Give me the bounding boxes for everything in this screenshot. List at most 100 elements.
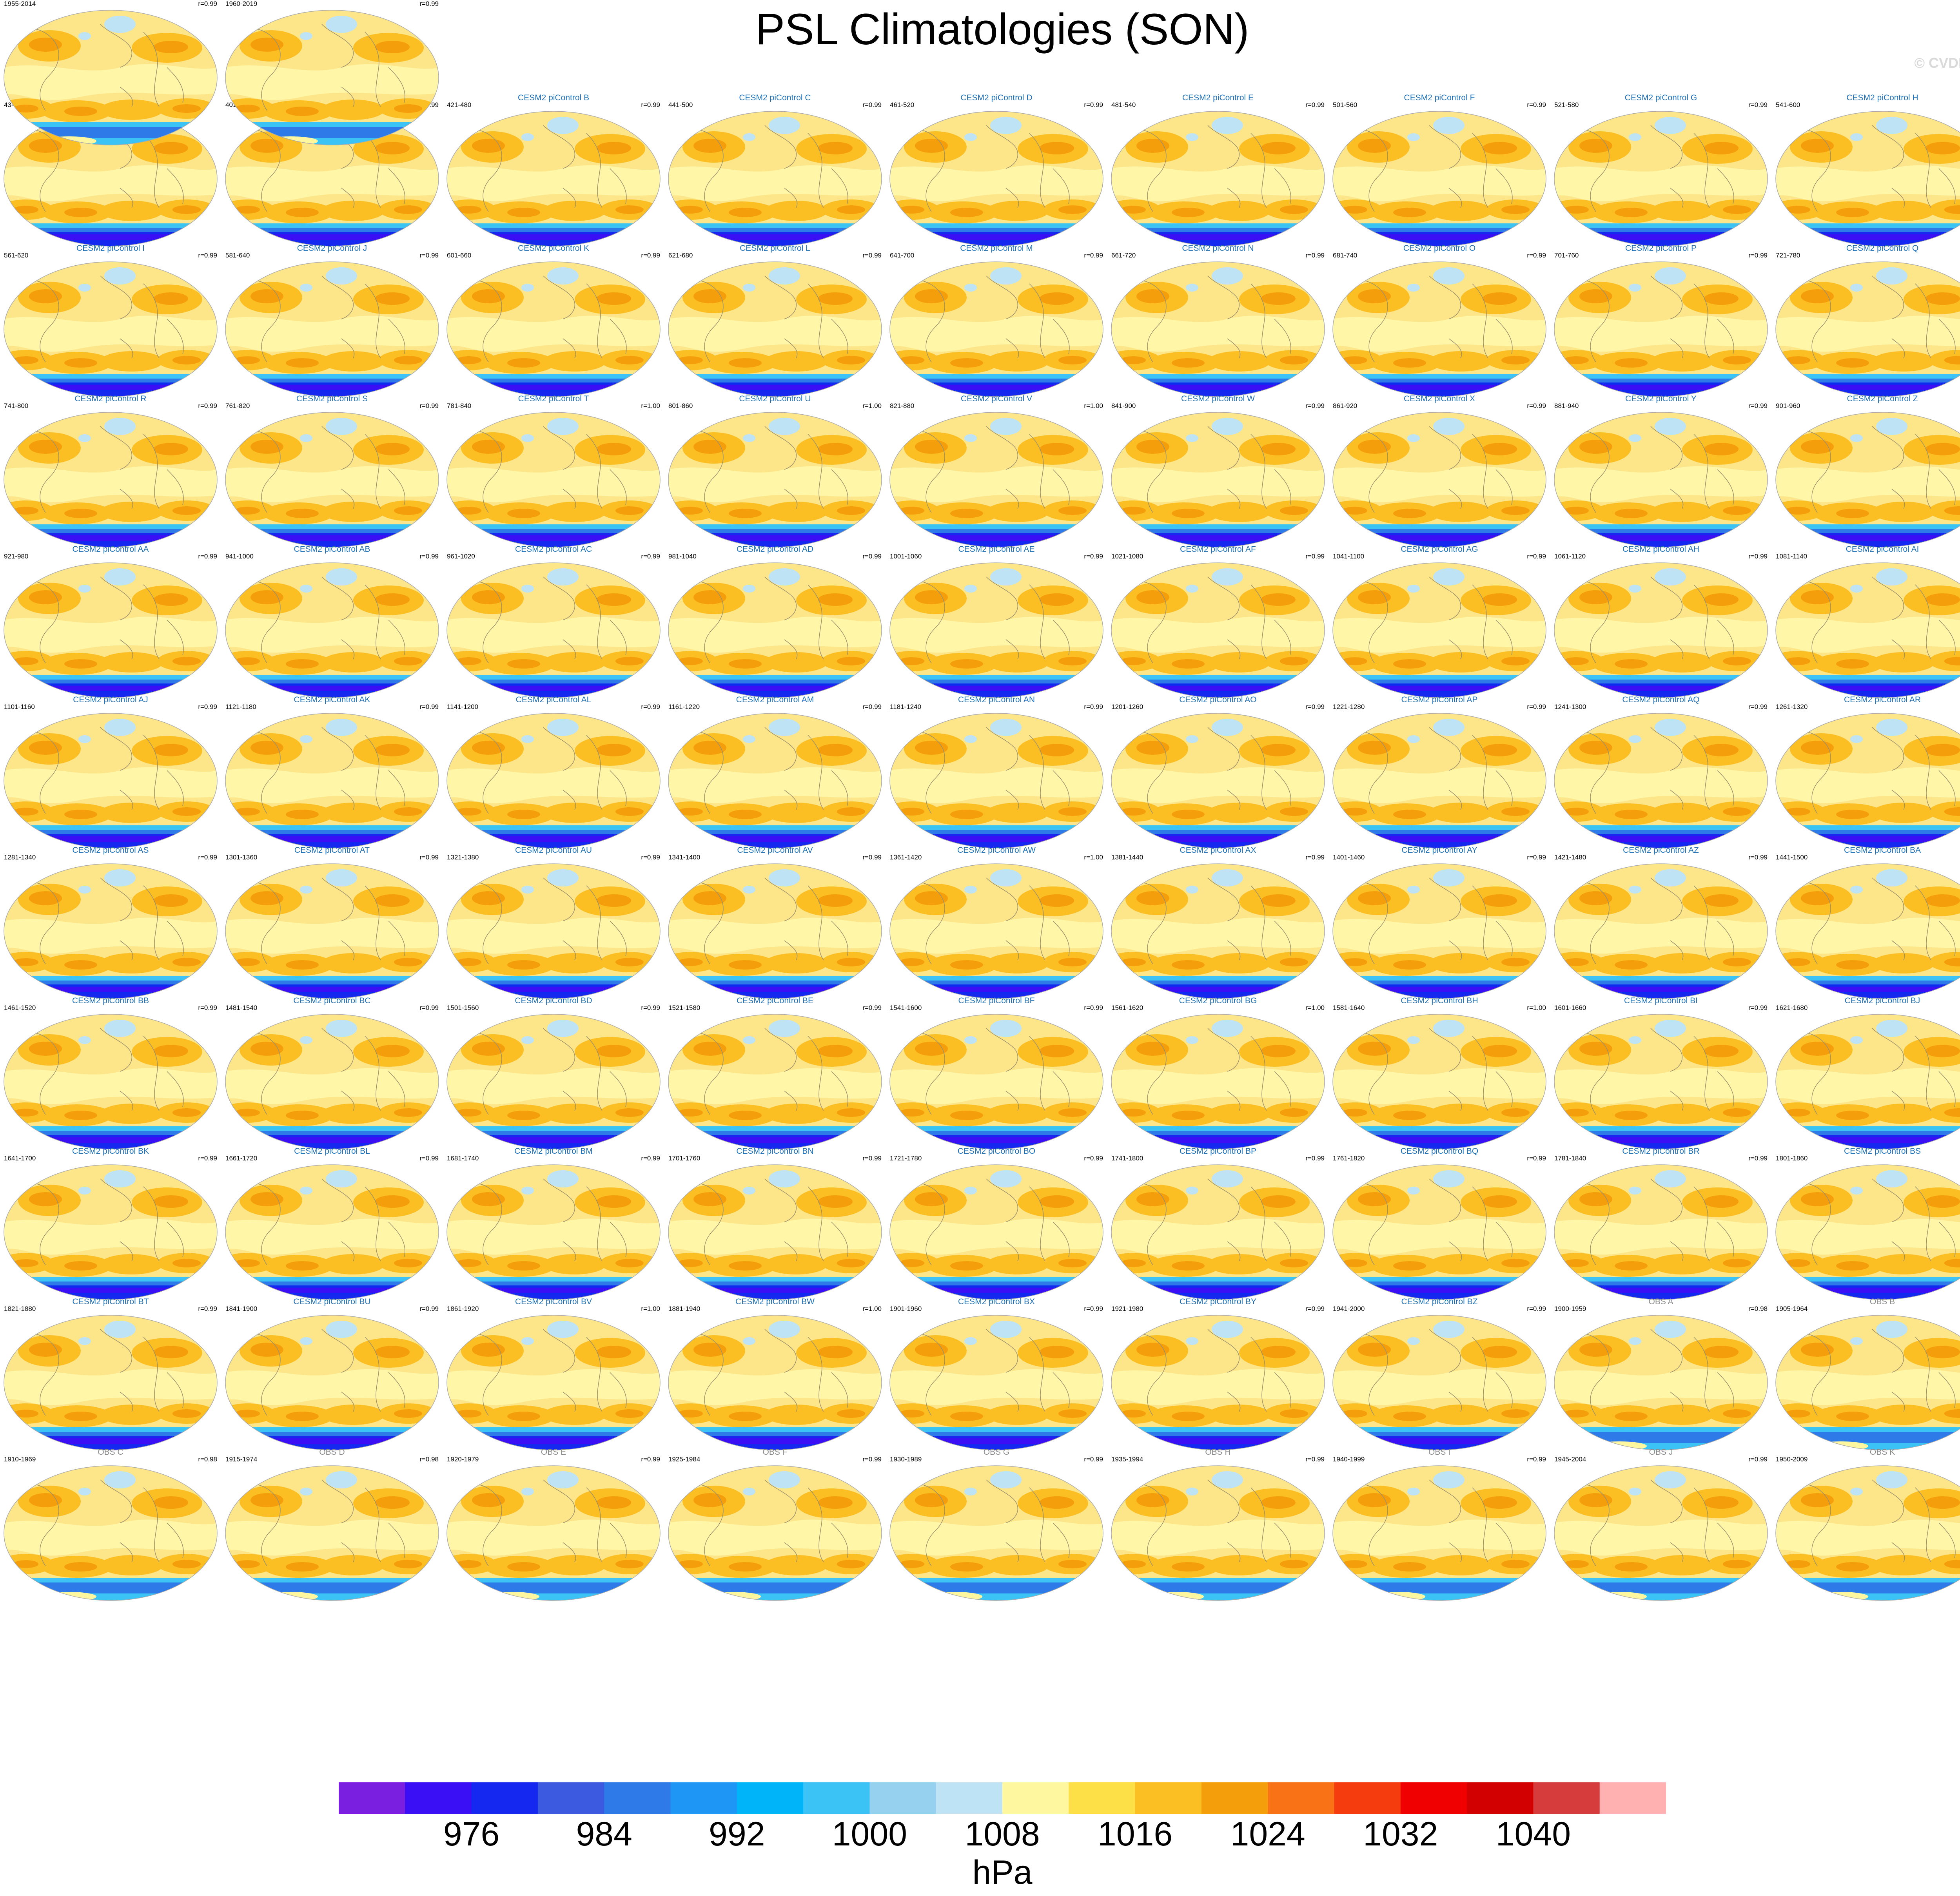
- colorbar-tick-label: 976: [443, 1815, 500, 1853]
- panel-correlation: r=0.99: [1748, 553, 1768, 560]
- psl-field: [1554, 1014, 1768, 1149]
- panel-years: 521-580: [1554, 101, 1579, 109]
- map-panel: CESM2 piControl AP 1221-1280 r=0.99: [1331, 696, 1548, 854]
- psl-field: [668, 563, 882, 698]
- panel-correlation: r=0.99: [1748, 101, 1768, 109]
- world-map: [668, 1465, 882, 1601]
- psl-field: [1333, 111, 1546, 246]
- panel-correlation: r=0.99: [862, 101, 882, 109]
- panel-correlation: r=0.99: [419, 402, 439, 410]
- panel-correlation: r=0.99: [1084, 1004, 1103, 1011]
- psl-field: [1111, 864, 1325, 999]
- panel-title: CESM2 piControl BD: [515, 996, 592, 1005]
- psl-field: [447, 1466, 660, 1601]
- map-panel: CESM2 piControl BO 1721-1780 r=0.99: [888, 1147, 1105, 1305]
- panel-correlation: r=0.99: [419, 1305, 439, 1312]
- psl-field: [4, 563, 217, 698]
- panel-title: CESM2 piControl AU: [515, 846, 592, 855]
- panel-years: 1601-1660: [1554, 1004, 1586, 1011]
- panel-title: CESM2 piControl T: [518, 394, 589, 403]
- psl-field: [1333, 864, 1546, 999]
- psl-field: [668, 1466, 882, 1601]
- panel-years: 441-500: [668, 101, 693, 109]
- colorbar-segment: [1201, 1782, 1268, 1814]
- map-panel: CESM2 piControl BU 1841-1900 r=0.99: [224, 1298, 440, 1456]
- panel-title: CESM2 piControl S: [296, 394, 368, 403]
- psl-field: [4, 412, 217, 547]
- map-panel: CESM2 piControl E 481-540 r=0.99: [1110, 94, 1326, 252]
- world-map: [1332, 1014, 1546, 1149]
- colorbar-segment: [1400, 1782, 1467, 1814]
- panel-correlation: r=0.99: [1305, 1456, 1325, 1463]
- map-panel: CESM2 piControl R 741-800 r=0.99: [2, 395, 219, 553]
- psl-field: [1554, 563, 1768, 698]
- map-panel: CESM2 piControl AA 921-980 r=0.99: [2, 545, 219, 703]
- panel-title: CESM2 piControl V: [960, 394, 1033, 403]
- panel-years: 901-960: [1776, 402, 1800, 410]
- colorbar-tick-label: 984: [576, 1815, 632, 1853]
- panel-correlation: r=0.99: [641, 1004, 660, 1011]
- colorbar-segment: [1599, 1782, 1666, 1814]
- map-panel: CESM2 piControl BN 1701-1760 r=0.99: [667, 1147, 883, 1305]
- panel-years: 1361-1420: [890, 854, 922, 861]
- map-panel: OBS G 1930-1989 r=0.99: [888, 1448, 1105, 1606]
- psl-field: [1333, 262, 1546, 397]
- map-panel: CESM2 piControl AX 1381-1440 r=0.99: [1110, 846, 1326, 1004]
- map-panel: CESM2 piControl AC 961-1020 r=0.99: [445, 545, 662, 703]
- page-title: PSL Climatologies (SON): [755, 5, 1249, 54]
- panel-correlation: r=1.00: [1084, 854, 1103, 861]
- psl-field: [4, 1466, 217, 1601]
- panel-years: 861-920: [1333, 402, 1357, 410]
- psl-field: [225, 563, 439, 698]
- panel-years: 1161-1220: [668, 703, 700, 711]
- map-panel: CESM2 piControl J 581-640 r=0.99: [224, 244, 440, 402]
- panel-correlation: r=0.99: [862, 1155, 882, 1162]
- psl-field: [890, 1165, 1103, 1300]
- psl-field: [447, 1014, 660, 1149]
- panel-years: 641-700: [890, 252, 915, 259]
- panel-years: 1945-2004: [1554, 1456, 1586, 1463]
- panel-years: 1341-1400: [668, 854, 701, 861]
- panel-title: CESM2 piControl BY: [1179, 1297, 1257, 1306]
- panel-title: CESM2 piControl AO: [1179, 695, 1257, 704]
- psl-field: [1554, 713, 1768, 848]
- panel-years: 1241-1300: [1554, 703, 1586, 711]
- panel-correlation: r=1.00: [641, 1305, 660, 1312]
- panel-years: 1920-1979: [447, 1456, 479, 1463]
- panel-title: CESM2 piControl AH: [1622, 545, 1700, 554]
- panel-years: 1801-1860: [1776, 1155, 1808, 1162]
- psl-field: [1554, 1466, 1768, 1601]
- psl-field: [890, 563, 1103, 698]
- panel-years: 1960-2019: [225, 0, 258, 7]
- colorbar-segment: [737, 1782, 804, 1814]
- map-panel: OBS H 1935-1994 r=0.99: [1110, 1448, 1326, 1606]
- panel-correlation: r=0.99: [1305, 1305, 1325, 1312]
- map-panel: OBS I 1940-1999 r=0.99: [1331, 1448, 1548, 1606]
- map-panel: CESM2 piControl AK 1121-1180 r=0.99: [224, 696, 440, 854]
- panel-years: 1421-1480: [1554, 854, 1586, 861]
- world-map: [4, 1465, 218, 1601]
- psl-field: [1776, 713, 1960, 848]
- panel-correlation: r=0.99: [1748, 252, 1768, 259]
- psl-field: [890, 412, 1103, 547]
- panel-correlation: r=0.99: [1527, 1305, 1546, 1312]
- world-map: [225, 111, 439, 247]
- panel-years: 1641-1700: [4, 1155, 36, 1162]
- panel-correlation: r=0.99: [1527, 1155, 1546, 1162]
- panel-years: 1201-1260: [1111, 703, 1143, 711]
- map-panel: OBS A 1900-1959 r=0.98: [1553, 1298, 1769, 1456]
- psl-field: [1776, 262, 1960, 397]
- map-panel: CESM2 piControl AW 1361-1420 r=1.00: [888, 846, 1105, 1004]
- world-map: [446, 261, 661, 397]
- map-panel: OBS M1960-2019 r=0.99: [224, 0, 440, 150]
- psl-field: [447, 1315, 660, 1450]
- panel-title: CESM2 piControl R: [74, 394, 147, 403]
- panel-title: CESM2 piControl BA: [1844, 846, 1921, 855]
- world-map: [1111, 1465, 1325, 1601]
- psl-field: [1776, 1466, 1960, 1601]
- panel-years: 1501-1560: [447, 1004, 479, 1011]
